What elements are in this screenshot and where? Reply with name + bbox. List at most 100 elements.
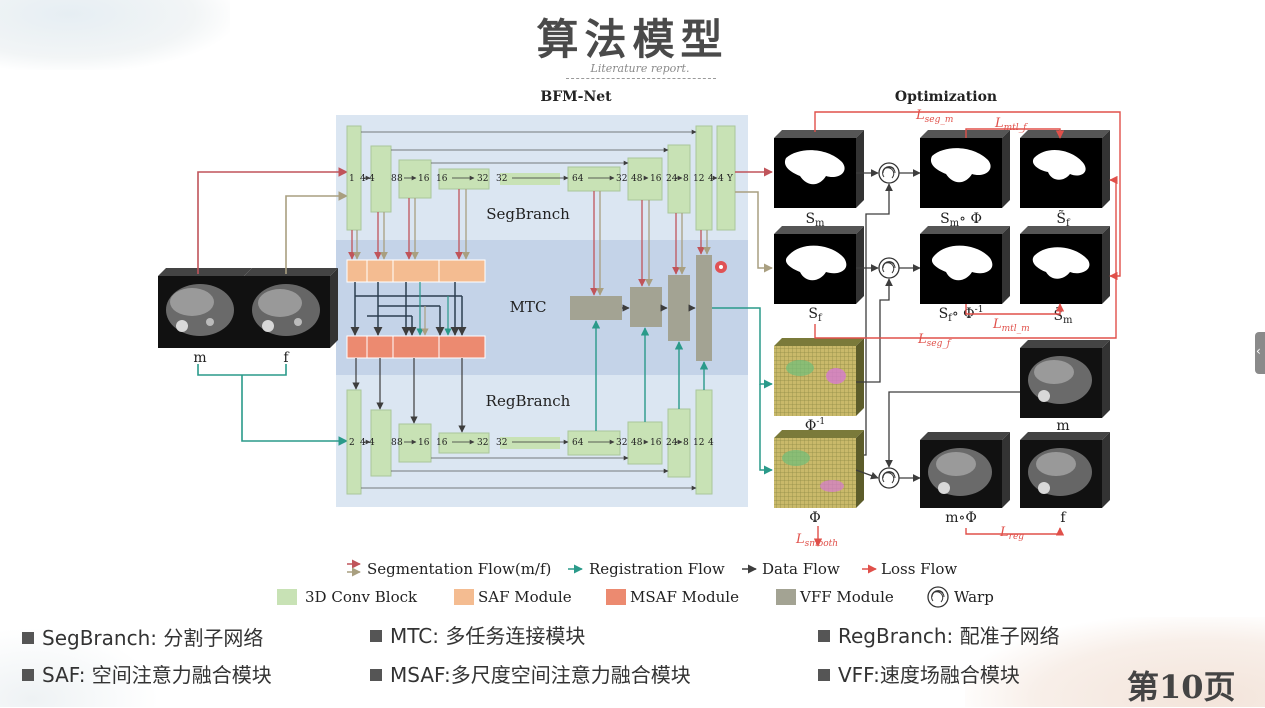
reg-to-vff-arrows bbox=[591, 320, 709, 431]
saf-to-msaf-tree bbox=[350, 282, 467, 336]
svg-text:32: 32 bbox=[477, 438, 488, 448]
svg-text:32: 32 bbox=[477, 174, 488, 184]
reg-input-join bbox=[197, 364, 287, 376]
warp-icon bbox=[927, 586, 949, 608]
seg-to-saf-arrows bbox=[348, 189, 470, 260]
loss-seg-m-label: Lseg_m bbox=[915, 108, 953, 125]
seg-flow-m-arrow bbox=[197, 167, 348, 274]
svg-text:4: 4 bbox=[718, 174, 724, 184]
svg-text:8: 8 bbox=[397, 174, 403, 184]
legend-data-flow: Data Flow bbox=[762, 560, 840, 578]
legend-warp: Warp bbox=[954, 588, 994, 606]
svg-text:12: 12 bbox=[693, 174, 704, 184]
seg-mask-sf bbox=[774, 226, 864, 304]
msaf-to-reg-arrows bbox=[352, 358, 466, 433]
svg-text:4: 4 bbox=[369, 438, 375, 448]
reg-channel-labels: 2 4 4 8 8 16 16 32 32 64 32 48 16 24 8 1… bbox=[349, 438, 714, 448]
legend-msaf: MSAF Module bbox=[630, 588, 739, 606]
output-phi-inv-arrow bbox=[712, 307, 773, 389]
bullet-vff: VFF:速度场融合模块 bbox=[818, 659, 1020, 688]
sm-label: Sm bbox=[805, 211, 825, 229]
seg-mask-sf-tilde bbox=[1020, 130, 1110, 208]
svg-text:16: 16 bbox=[436, 174, 448, 184]
svg-text:32: 32 bbox=[616, 174, 627, 184]
mtc-label: MTC bbox=[510, 298, 547, 316]
svg-text:32: 32 bbox=[496, 438, 507, 448]
loss-smooth-label: Lsmooth bbox=[795, 532, 838, 549]
seg-to-vff-arrows bbox=[590, 191, 711, 296]
phi-inv-label: Φ-1 bbox=[805, 417, 825, 434]
m-right-label: m bbox=[1056, 418, 1069, 434]
input-f-label: f bbox=[283, 350, 290, 366]
sf-tilde-label: S̃f bbox=[1056, 209, 1071, 229]
input-image-f bbox=[244, 268, 338, 348]
slide-subtitle: Literature report. bbox=[590, 62, 690, 75]
loss-seg-f-label: Lseg_f bbox=[917, 332, 952, 349]
legend-loss-flow: Loss Flow bbox=[881, 560, 957, 578]
bullet-saf: SAF: 空间注意力融合模块 bbox=[22, 659, 272, 688]
output-phi-arrow bbox=[759, 384, 773, 475]
svg-text:2: 2 bbox=[349, 438, 355, 448]
svg-text:32: 32 bbox=[616, 438, 627, 448]
input-image-m bbox=[158, 268, 252, 348]
svg-text:8: 8 bbox=[391, 438, 397, 448]
svg-text:64: 64 bbox=[572, 174, 584, 184]
loss-flow-arrows bbox=[813, 111, 1121, 547]
reg-flow-input-arrow bbox=[241, 375, 348, 446]
m-warp-label: m∘Φ bbox=[945, 510, 977, 526]
svg-text:64: 64 bbox=[572, 438, 584, 448]
legend-seg-flow: Segmentation Flow(m/f) bbox=[367, 560, 551, 578]
legend-saf: SAF Module bbox=[478, 588, 572, 606]
legend-reg-flow: Registration Flow bbox=[589, 560, 725, 578]
loss-reg-label: Lreg bbox=[999, 525, 1024, 542]
seg-flow-f-arrow bbox=[285, 191, 348, 274]
seg-channel-labels: 1 4 4 8 8 16 16 32 32 64 32 48 16 24 8 1… bbox=[349, 174, 734, 184]
seg-mask-sm-warped bbox=[920, 130, 1010, 208]
saf-to-msaf-reg bbox=[416, 282, 452, 336]
svg-text:48: 48 bbox=[631, 438, 643, 448]
pointer-cursor bbox=[715, 261, 727, 273]
legend-conv-block: 3D Conv Block bbox=[305, 588, 418, 606]
vff-modules bbox=[570, 255, 712, 361]
f-right-label: f bbox=[1060, 510, 1067, 526]
svg-text:4: 4 bbox=[708, 174, 714, 184]
svg-text:32: 32 bbox=[496, 174, 507, 184]
loss-mtl-f-label: Lmtl_f bbox=[994, 116, 1028, 133]
warp-icon bbox=[878, 162, 900, 184]
svg-text:4: 4 bbox=[360, 174, 366, 184]
bullet-msaf: MSAF:多尺度空间注意力融合模块 bbox=[370, 659, 691, 688]
segbranch-label: SegBranch bbox=[486, 205, 570, 223]
slide-title: 算法模型 bbox=[536, 15, 729, 64]
seg-skip-lines bbox=[361, 129, 697, 166]
seg-mask-sf-warped bbox=[920, 226, 1010, 304]
svg-text:24: 24 bbox=[666, 438, 678, 448]
saf-modules bbox=[346, 259, 486, 283]
svg-text:8: 8 bbox=[397, 438, 403, 448]
loss-mtl-m-label: Lmtl_m bbox=[992, 317, 1030, 334]
input-m-label: m bbox=[193, 350, 206, 366]
svg-text:4: 4 bbox=[708, 438, 714, 448]
chevron-left-icon: ‹ bbox=[1256, 344, 1261, 358]
svg-text:4: 4 bbox=[369, 174, 375, 184]
deformation-field-phi-inv bbox=[774, 338, 864, 416]
warp-icon bbox=[878, 257, 900, 279]
bullet-regbranch: RegBranch: 配准子网络 bbox=[818, 620, 1060, 649]
reg-conv-blocks bbox=[346, 389, 713, 495]
svg-text:16: 16 bbox=[650, 174, 662, 184]
regbranch-label: RegBranch bbox=[486, 392, 571, 410]
fixed-image-right bbox=[1020, 432, 1110, 508]
sf-warp-label: Sf∘ Φ-1 bbox=[939, 305, 984, 324]
warp-data-arrows bbox=[855, 169, 1020, 482]
bullet-mtc: MTC: 多任务连接模块 bbox=[370, 620, 585, 649]
sf-label: Sf bbox=[808, 306, 823, 324]
svg-text:12: 12 bbox=[693, 438, 704, 448]
sm-warp-label: Sm∘ Φ bbox=[940, 211, 982, 229]
svg-text:48: 48 bbox=[631, 174, 643, 184]
svg-text:8: 8 bbox=[683, 438, 689, 448]
decor-corner-top-left bbox=[0, 0, 230, 70]
phi-label: Φ bbox=[809, 510, 820, 526]
side-panel-toggle[interactable]: ‹ bbox=[1255, 332, 1265, 374]
svg-text:Y: Y bbox=[726, 174, 734, 184]
warp-icon bbox=[878, 467, 900, 489]
